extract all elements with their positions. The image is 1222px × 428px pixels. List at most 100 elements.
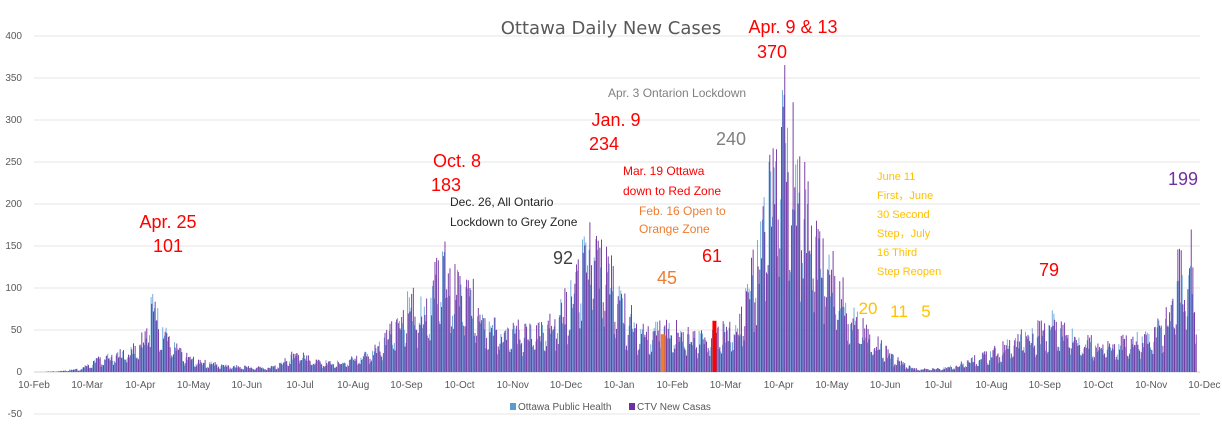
bar-ottawa-public-health <box>398 320 400 372</box>
bar-ctv-new-casas <box>1130 339 1132 372</box>
bar-ctv-new-casas <box>731 351 732 372</box>
bar-ottawa-public-health <box>1040 344 1041 372</box>
bar-ottawa-public-health <box>702 333 703 372</box>
highlight-bar <box>712 320 717 372</box>
bar-ctv-new-casas <box>934 369 936 372</box>
annotation-label: 16 Third <box>877 247 917 259</box>
bar-ottawa-public-health <box>1111 348 1113 372</box>
bar-ctv-new-casas <box>724 332 726 372</box>
bar-ctv-new-casas <box>206 368 208 372</box>
bar-ctv-new-casas <box>949 367 951 372</box>
bar-ottawa-public-health <box>743 340 745 372</box>
bar-ottawa-public-health <box>154 308 155 372</box>
bar-ottawa-public-health <box>297 353 299 372</box>
bar-ottawa-public-health <box>430 297 432 372</box>
bar-ottawa-public-health <box>1171 301 1173 372</box>
bar-ctv-new-casas <box>1017 334 1019 372</box>
bar-ottawa-public-health <box>612 291 613 372</box>
bar-ottawa-public-health <box>603 326 605 372</box>
bar-ottawa-public-health <box>460 284 462 372</box>
bar-ctv-new-casas <box>1065 335 1067 372</box>
bar-ctv-new-casas <box>1150 349 1152 372</box>
bar-ottawa-public-health <box>697 358 698 372</box>
bar-ottawa-public-health <box>422 328 424 372</box>
bar-ctv-new-casas <box>694 330 696 372</box>
bar-ottawa-public-health <box>692 345 693 372</box>
bar-ottawa-public-health <box>363 353 365 372</box>
bar-ottawa-public-health <box>573 293 575 372</box>
bar-ottawa-public-health <box>212 364 214 372</box>
bar-ottawa-public-health <box>1178 280 1180 372</box>
bar-ctv-new-casas <box>332 364 334 372</box>
bar-ctv-new-casas <box>1179 248 1181 372</box>
bar-ottawa-public-health <box>432 286 434 372</box>
bar-ctv-new-casas <box>576 264 578 372</box>
bar-ctv-new-casas <box>671 335 672 372</box>
bar-ottawa-public-health <box>177 348 179 372</box>
bar-ctv-new-casas <box>699 344 701 372</box>
bar-ottawa-public-health <box>1021 350 1023 372</box>
bar-ctv-new-casas <box>169 347 171 372</box>
bar-ctv-new-casas <box>1040 320 1042 372</box>
bar-ctv-new-casas <box>502 341 504 372</box>
bar-ctv-new-casas <box>994 345 996 372</box>
bar-ottawa-public-health <box>505 329 507 372</box>
bar-ctv-new-casas <box>431 315 433 372</box>
bar-ctv-new-casas <box>837 319 839 372</box>
bar-ctv-new-casas <box>267 367 269 372</box>
bar-ottawa-public-health <box>986 363 988 372</box>
bar-ottawa-public-health <box>708 350 710 372</box>
bar-ottawa-public-health <box>223 367 225 372</box>
bar-ctv-new-casas <box>381 356 383 372</box>
bar-ctv-new-casas <box>254 369 256 372</box>
bar-ctv-new-casas <box>1034 345 1036 372</box>
bar-ctv-new-casas <box>1025 336 1027 372</box>
bar-ctv-new-casas <box>544 351 546 372</box>
bar-ctv-new-casas <box>1170 304 1172 372</box>
bar-ctv-new-casas <box>940 370 942 372</box>
bar-ottawa-public-health <box>931 368 933 372</box>
bar-ottawa-public-health <box>265 370 267 372</box>
bar-ottawa-public-health <box>303 355 305 372</box>
bar-ottawa-public-health <box>310 364 312 372</box>
annotation-label: June 11 <box>877 171 915 183</box>
bar-ctv-new-casas <box>687 327 689 372</box>
bar-ctv-new-casas <box>551 325 553 372</box>
bar-ctv-new-casas <box>651 351 652 372</box>
bar-ctv-new-casas <box>178 349 179 372</box>
bar-ottawa-public-health <box>377 346 379 372</box>
bar-ctv-new-casas <box>766 272 767 372</box>
legend-label: Ottawa Public Health <box>518 402 611 413</box>
bar-ottawa-public-health <box>750 290 752 372</box>
bar-ottawa-public-health <box>1046 353 1048 372</box>
bar-ottawa-public-health <box>955 366 957 372</box>
bar-ctv-new-casas <box>547 320 549 372</box>
bar-ottawa-public-health <box>747 284 748 372</box>
bar-ctv-new-casas <box>536 325 538 372</box>
bar-ctv-new-casas <box>1069 347 1071 372</box>
bar-ctv-new-casas <box>1162 345 1164 372</box>
bar-ottawa-public-health <box>752 275 753 372</box>
bar-ottawa-public-health <box>732 342 733 372</box>
bar-ottawa-public-health <box>886 358 888 372</box>
bar-ctv-new-casas <box>201 363 203 372</box>
bar-ctv-new-casas <box>204 359 206 372</box>
bar-ctv-new-casas <box>319 361 321 372</box>
bar-ottawa-public-health <box>452 315 454 372</box>
bar-ottawa-public-health <box>300 360 302 372</box>
bar-ottawa-public-health <box>700 333 702 372</box>
bar-ottawa-public-health <box>951 369 953 372</box>
bar-ctv-new-casas <box>874 348 876 372</box>
bar-ottawa-public-health <box>343 362 345 372</box>
bar-ottawa-public-health <box>382 360 384 372</box>
bar-ottawa-public-health <box>400 329 402 372</box>
bar-ottawa-public-health <box>630 314 632 372</box>
bar-ctv-new-casas <box>1079 345 1081 372</box>
bar-ctv-new-casas <box>922 369 924 372</box>
bar-ctv-new-casas <box>489 332 491 372</box>
bar-ottawa-public-health <box>1185 311 1186 372</box>
bar-ctv-new-casas <box>1107 341 1109 372</box>
bar-ctv-new-casas <box>372 355 374 372</box>
bar-ottawa-public-health <box>1158 320 1160 372</box>
bar-ctv-new-casas <box>236 365 238 372</box>
